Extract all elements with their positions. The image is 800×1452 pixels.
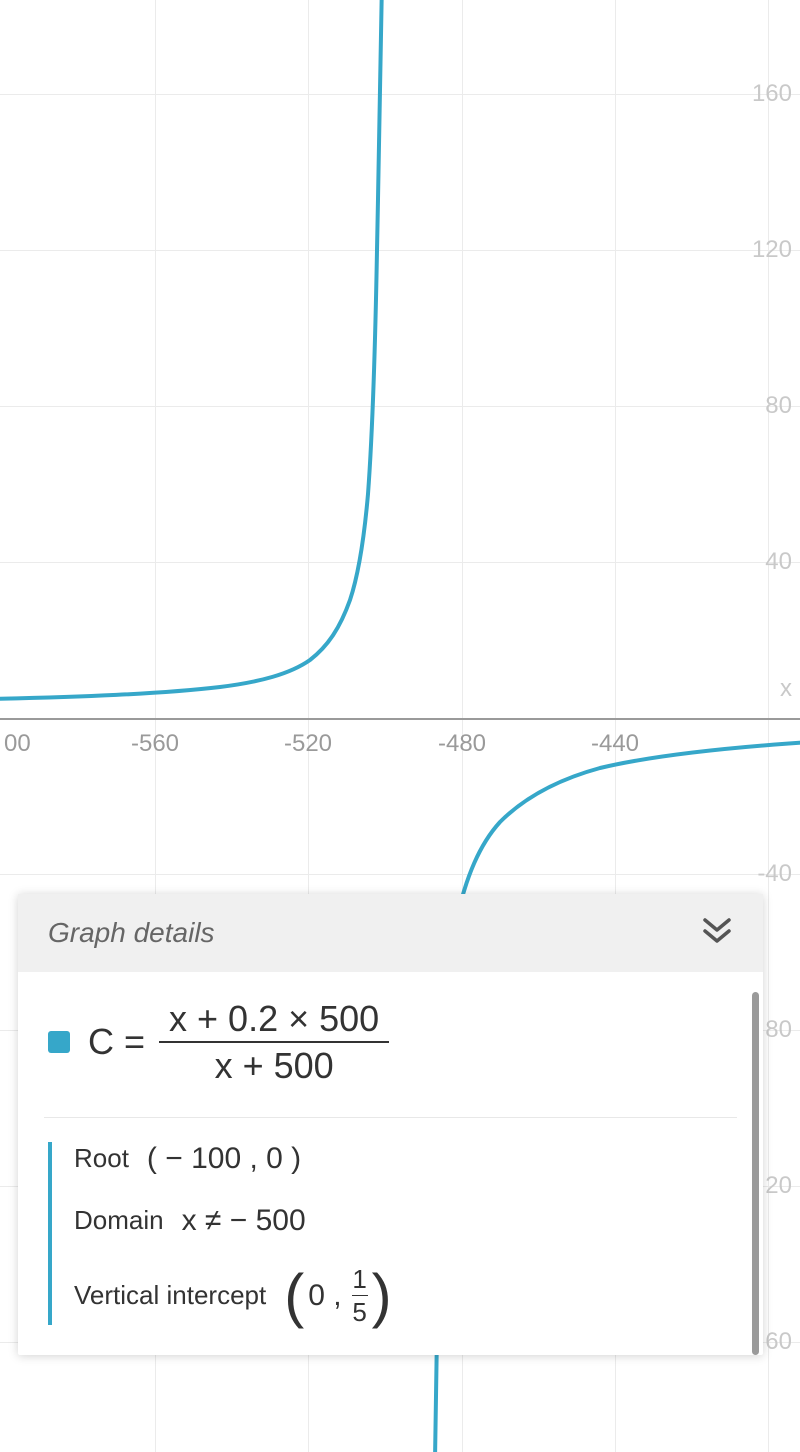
equation-lhs: C =	[88, 1021, 145, 1063]
root-value: ( − 100 , 0 )	[147, 1142, 301, 1176]
root-label: Root	[74, 1143, 129, 1174]
panel-header[interactable]: Graph details	[18, 894, 763, 972]
root-row: Root ( − 100 , 0 )	[74, 1142, 733, 1176]
numerator: x + 0.2 × 500	[159, 996, 389, 1041]
graph-details-panel: Graph details C = x + 0.2 × 500 x + 500	[18, 894, 763, 1355]
scrollbar[interactable]	[752, 992, 759, 1355]
vintercept-x: 0 ,	[308, 1279, 341, 1313]
paren-open: (	[284, 1272, 304, 1320]
vintercept-num: 1	[352, 1266, 366, 1292]
domain-label: Domain	[74, 1205, 164, 1236]
properties-list: Root ( − 100 , 0 ) Domain x ≠ − 500 Vert…	[48, 1142, 733, 1326]
panel-body: C = x + 0.2 × 500 x + 500 Root ( − 100 ,…	[18, 972, 763, 1355]
vintercept-label: Vertical intercept	[74, 1280, 266, 1311]
panel-title: Graph details	[48, 917, 215, 949]
domain-value: x ≠ − 500	[182, 1204, 306, 1238]
series-color-swatch	[48, 1031, 70, 1053]
equation-row[interactable]: C = x + 0.2 × 500 x + 500	[48, 996, 733, 1089]
vertical-intercept-row: Vertical intercept ( 0 , 1 5 )	[74, 1266, 733, 1326]
vintercept-den: 5	[352, 1299, 366, 1325]
equation: C = x + 0.2 × 500 x + 500	[88, 996, 389, 1089]
vintercept-value: ( 0 , 1 5 )	[284, 1266, 391, 1326]
paren-close: )	[372, 1272, 392, 1320]
denominator: x + 500	[205, 1043, 344, 1088]
fraction-bar	[352, 1295, 368, 1297]
chevron-down-icon[interactable]	[701, 916, 733, 951]
divider	[44, 1117, 737, 1118]
domain-row: Domain x ≠ − 500	[74, 1204, 733, 1238]
vintercept-fraction: 1 5	[352, 1266, 368, 1326]
equation-fraction: x + 0.2 × 500 x + 500	[159, 996, 389, 1089]
